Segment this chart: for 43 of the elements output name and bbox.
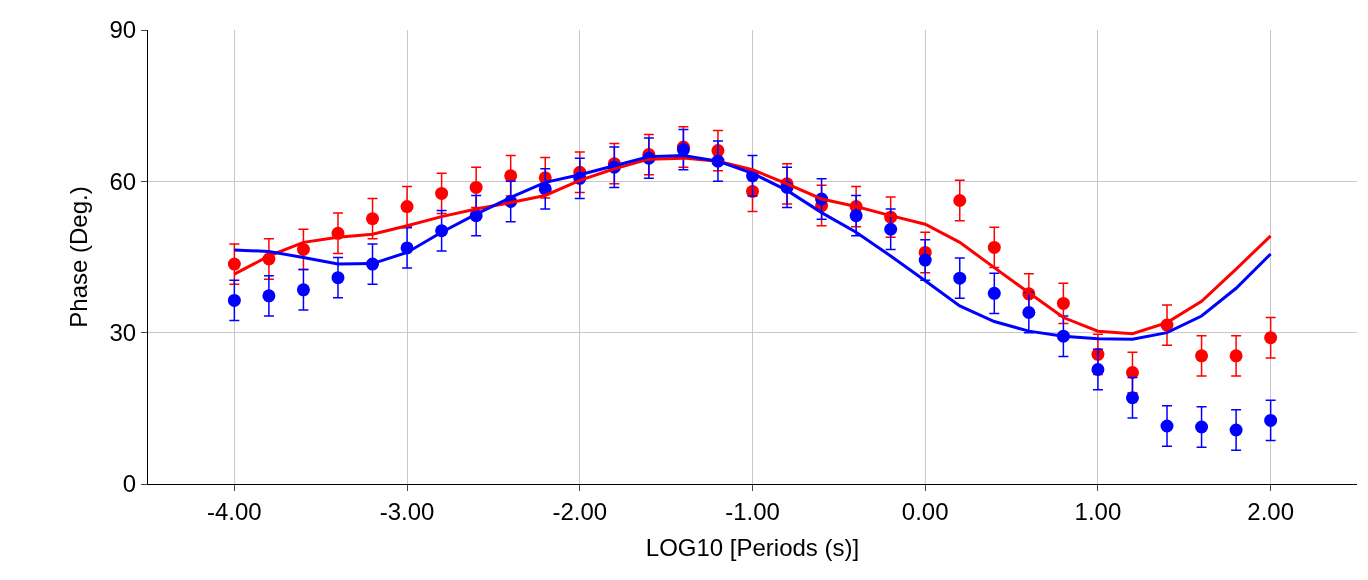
point <box>1195 420 1209 434</box>
y-axis-title: Phase (Deg.) <box>64 186 92 328</box>
x-tick-label: 2.00 <box>1247 497 1294 525</box>
point <box>227 257 241 271</box>
point <box>987 240 1001 254</box>
point <box>296 242 310 256</box>
y-tick-label: 30 <box>109 319 137 347</box>
point <box>953 271 967 285</box>
point <box>849 209 863 223</box>
point <box>1125 366 1139 380</box>
x-axis-title: LOG10 [Periods (s)] <box>645 534 860 562</box>
point <box>1091 362 1105 376</box>
point <box>987 286 1001 300</box>
x-tick-label: 0.00 <box>901 497 949 525</box>
point <box>918 253 932 267</box>
y-tick-label: 90 <box>109 16 137 44</box>
y-tick-label: 0 <box>122 470 137 498</box>
point <box>1229 349 1243 363</box>
point <box>469 180 483 194</box>
point <box>884 222 898 236</box>
point <box>1264 413 1278 427</box>
point <box>1264 331 1278 345</box>
point <box>366 212 380 226</box>
point <box>1229 423 1243 437</box>
point <box>400 200 414 214</box>
point <box>331 271 345 285</box>
x-tick-label: -2.00 <box>552 497 608 525</box>
x-tick-label: 1.00 <box>1074 497 1122 525</box>
point <box>296 283 310 297</box>
point <box>435 186 449 200</box>
point <box>1125 391 1139 405</box>
point <box>1056 296 1070 310</box>
point <box>262 289 276 303</box>
point <box>1195 349 1209 363</box>
point <box>1022 305 1036 319</box>
point <box>1160 419 1174 433</box>
point <box>504 169 518 183</box>
x-tick-label: -4.00 <box>207 497 262 525</box>
x-tick-label: -3.00 <box>379 497 435 525</box>
x-tick-label: -1.00 <box>725 497 780 525</box>
point <box>227 293 241 307</box>
point <box>953 194 967 207</box>
y-tick-label: 60 <box>109 167 137 195</box>
